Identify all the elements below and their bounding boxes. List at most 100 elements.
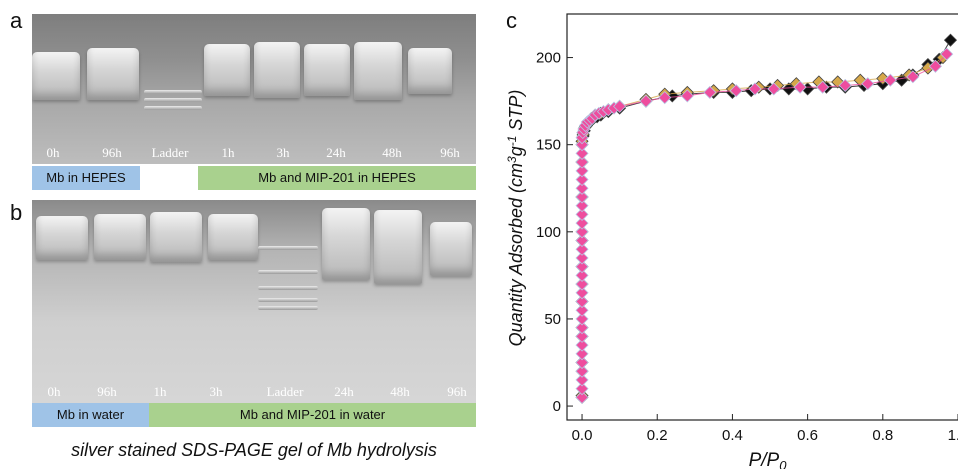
gel-band [32, 52, 80, 100]
data-point [748, 82, 762, 96]
ladder-band [144, 90, 202, 94]
x-tick-label: 0.0 [572, 427, 593, 444]
data-point [575, 233, 589, 248]
data-point [575, 268, 589, 282]
series-line [581, 39, 951, 398]
x-tick-label: 0.8 [872, 427, 893, 444]
gel-image-a: 0h 96h Ladder 1h 3h 24h 48h 96h [32, 14, 476, 164]
data-point [575, 347, 589, 361]
data-point [883, 73, 897, 87]
data-point [658, 91, 672, 105]
gel-band [204, 44, 250, 96]
ladder-band [258, 298, 318, 302]
data-point [782, 82, 796, 96]
data-point [575, 164, 589, 178]
data-point [575, 225, 589, 239]
data-point [575, 138, 589, 152]
lane-label: 1h [153, 384, 167, 399]
data-point [703, 85, 717, 99]
data-point [575, 207, 589, 221]
data-point [838, 78, 852, 93]
data-point [575, 338, 589, 352]
data-point [575, 312, 589, 326]
y-tick-label: 100 [536, 224, 561, 241]
x-tick-label: 0.4 [722, 427, 743, 444]
data-point [575, 260, 589, 274]
data-point [575, 277, 589, 291]
data-point [575, 390, 589, 404]
data-point [575, 181, 589, 195]
panel-b-letter: b [10, 200, 23, 225]
ladder-band [144, 106, 202, 110]
y-tick-label: 0 [553, 398, 561, 415]
y-tick-label: 200 [536, 50, 561, 67]
data-point [767, 82, 781, 96]
ladder-band [144, 98, 202, 102]
gel-band [254, 42, 300, 98]
data-point [793, 80, 807, 94]
gel-band [322, 208, 370, 280]
lane-label: 24h [326, 145, 346, 160]
gel-band [430, 222, 472, 276]
lane-label: 96h [440, 145, 460, 160]
data-point [575, 355, 589, 370]
lane-label: 0h [46, 145, 60, 160]
data-point [575, 364, 589, 378]
data-point [729, 84, 743, 98]
lane-label: 0h [47, 384, 61, 399]
data-point [575, 303, 589, 317]
gel-band [87, 48, 139, 100]
lane-label: 96h [97, 384, 117, 399]
lane-label: 96h [102, 145, 122, 160]
lane-label: Ladder [151, 145, 189, 160]
gel-band [94, 214, 146, 260]
lane-label: 1h [221, 145, 235, 160]
lane-label: 3h [209, 384, 223, 399]
data-point [906, 70, 920, 84]
panel-a-letter: a [10, 8, 23, 33]
data-point [575, 242, 589, 256]
data-point [575, 286, 589, 300]
data-point [575, 146, 589, 160]
data-point [816, 80, 830, 94]
data-point [575, 373, 589, 387]
condition-label-hepes: Mb in HEPES [32, 166, 140, 190]
lane-label: Ladder [266, 384, 304, 399]
condition-label-water: Mb in water [32, 403, 149, 427]
ladder-band [258, 286, 318, 290]
y-axis-label: Quantity Adsorbed (cm3g-1 STP) [505, 90, 526, 347]
gel-band [304, 44, 350, 96]
data-point [943, 33, 958, 47]
x-axis-label: P/P0 [749, 450, 788, 469]
lane-label: 48h [390, 384, 410, 399]
lane-label: 24h [334, 384, 354, 399]
x-tick-label: 1.0 [948, 427, 958, 444]
data-point [639, 94, 653, 108]
data-point [575, 251, 589, 265]
y-tick-label: 50 [544, 311, 561, 328]
lane-label: 48h [382, 145, 402, 160]
data-point [861, 77, 875, 91]
gel-image-b: 0h 96h 1h 3h Ladder 24h 48h 96h [32, 200, 476, 403]
data-point [575, 190, 589, 204]
series-line [581, 53, 948, 398]
gel-band [354, 42, 402, 100]
gel-band [374, 210, 422, 284]
lane-label: 3h [276, 145, 290, 160]
ladder-band [258, 306, 318, 310]
figure-caption: silver stained SDS-PAGE gel of Mb hydrol… [71, 440, 437, 460]
gel-band [36, 216, 88, 260]
y-tick-label: 150 [536, 137, 561, 154]
gel-band [150, 212, 202, 262]
data-point [928, 59, 943, 73]
panel-c-letter: c [506, 8, 517, 33]
plot-frame [566, 13, 958, 421]
ladder-band [258, 246, 318, 250]
gel-band [208, 214, 258, 260]
data-point [575, 155, 589, 169]
series-line [581, 57, 944, 396]
data-point [575, 321, 589, 335]
data-point [940, 47, 954, 61]
data-point [575, 199, 589, 213]
